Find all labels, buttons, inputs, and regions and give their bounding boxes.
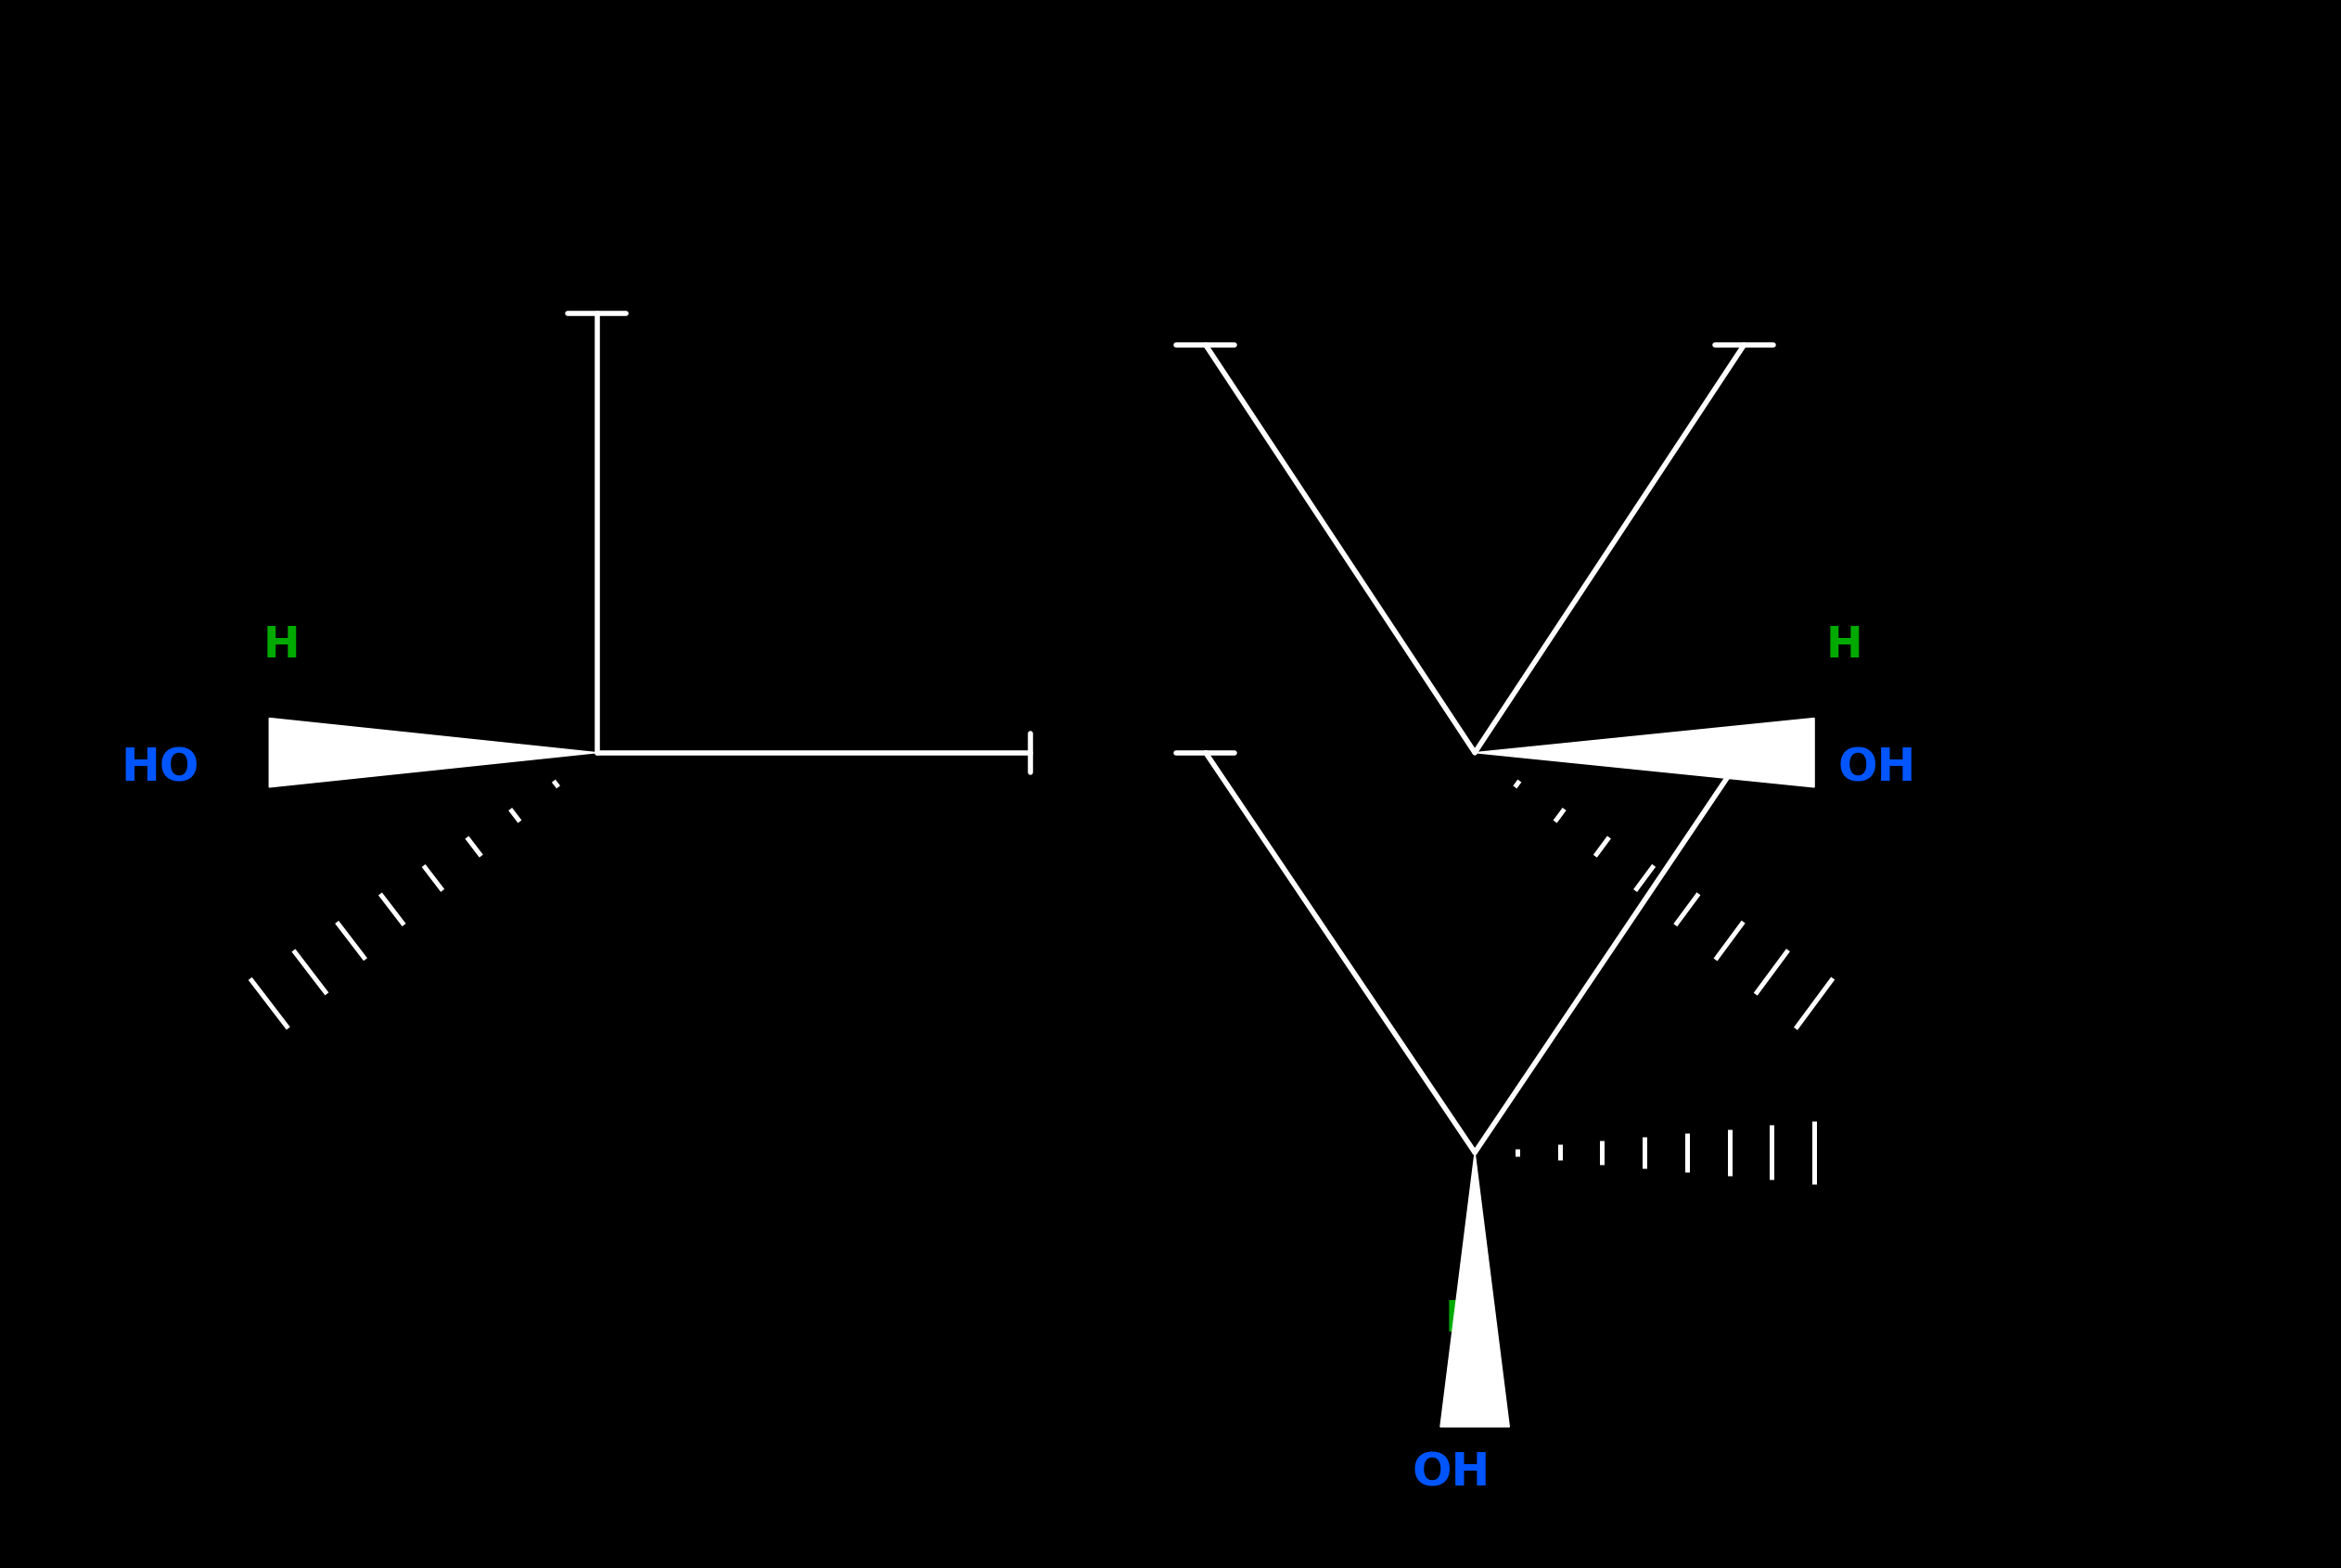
Text: OH: OH xyxy=(1412,1450,1491,1494)
Polygon shape xyxy=(269,718,597,787)
Text: H: H xyxy=(262,624,300,666)
Text: H: H xyxy=(1826,624,1863,666)
Polygon shape xyxy=(1440,1152,1510,1427)
Polygon shape xyxy=(1475,718,1814,787)
Text: OH: OH xyxy=(1838,746,1915,790)
Text: HO: HO xyxy=(122,746,199,790)
Text: H: H xyxy=(1444,1298,1482,1341)
